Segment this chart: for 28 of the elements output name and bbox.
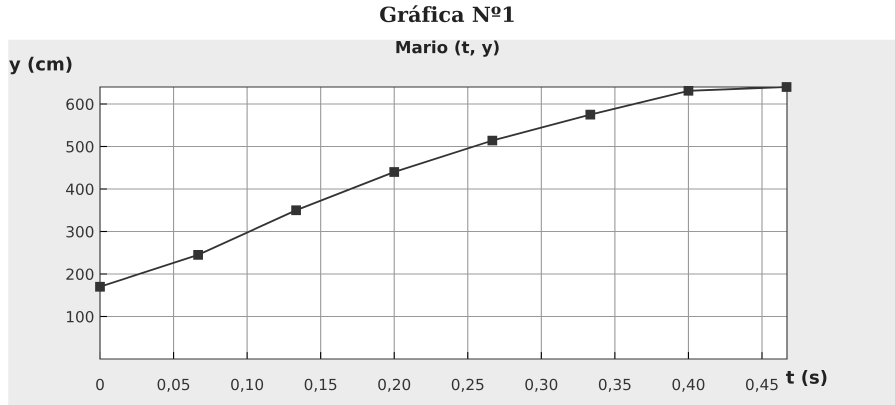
point (684, 86, 694, 96)
y-tick-label: 100 (66, 310, 94, 323)
chart-title: Gráfica Nº1 (380, 5, 514, 22)
y-tick-label: 300 (66, 226, 94, 238)
point (95, 282, 105, 292)
x-tick-label: 0,05 (158, 378, 190, 392)
x-tick-label: 0,45 (746, 378, 778, 392)
y-tick-label: 600 (66, 98, 94, 110)
x-tick-label: 0,30 (525, 378, 558, 392)
x-tick-label: 0,10 (231, 378, 264, 392)
point (389, 167, 400, 177)
point (291, 205, 301, 216)
point (782, 82, 792, 92)
y-tick-label: 500 (66, 140, 94, 153)
y-axis-title: y (cm) (9, 56, 72, 74)
y-tick-label: 200 (66, 268, 94, 280)
x-tick-label: 0 (96, 378, 104, 390)
x-axis-title: t (s) (786, 370, 826, 386)
x-tick-label: 0,20 (378, 378, 410, 392)
point (585, 110, 596, 120)
x-tick-label: 0,25 (452, 378, 484, 392)
y-tick-label: 400 (66, 183, 94, 196)
x-tick-label: 0,35 (598, 378, 631, 392)
x-tick-label: 0,40 (672, 378, 704, 392)
x-tick-label: 0,15 (304, 378, 336, 392)
chart-subtitle: Mario (t, y) (396, 40, 499, 57)
point (487, 136, 498, 146)
point (193, 250, 203, 260)
